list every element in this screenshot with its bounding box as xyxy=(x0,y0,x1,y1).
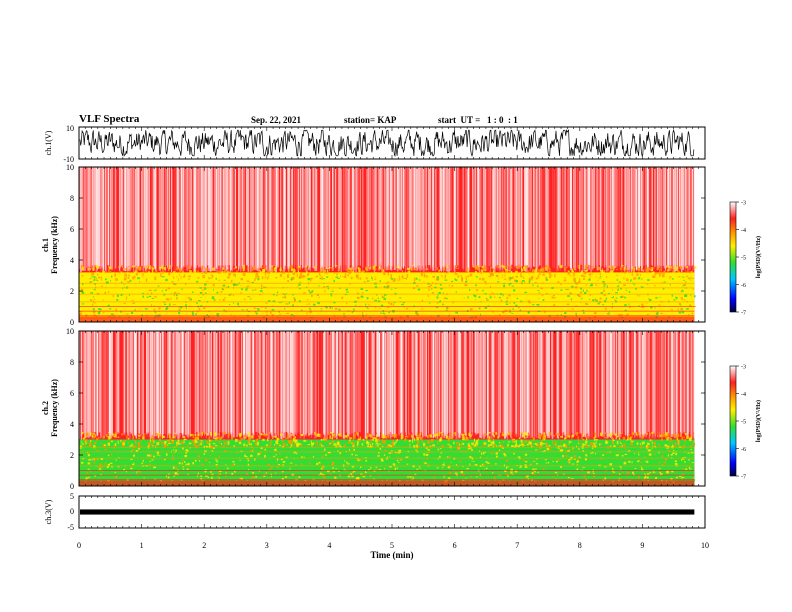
time-tick-label: 8 xyxy=(578,541,582,550)
frequency-tick-label: 10 xyxy=(66,327,74,336)
time-tick-label: 4 xyxy=(327,541,331,550)
ch1-ytick-bottom: -10 xyxy=(63,155,74,164)
ch2-spectrogram-ylabel-channel: ch.2 xyxy=(41,401,50,415)
ch2-spectrogram-image xyxy=(79,331,696,486)
ch1-spectrogram-yticks: 0 2 4 6 8 10 xyxy=(66,163,706,327)
ch2-spectrogram-yticks: 0 2 4 6 8 10 xyxy=(66,327,706,491)
time-tick-label: 6 xyxy=(453,541,457,550)
colorbar-tick-label: -7 xyxy=(741,475,746,481)
colorbar-tick-label: -7 xyxy=(741,311,746,317)
ch2-spectrogram-ylabel-frequency: Frequency (kHz) xyxy=(50,379,59,437)
frequency-tick-label: 6 xyxy=(70,225,74,234)
frequency-tick-label: 4 xyxy=(70,256,74,265)
frequency-tick-label: 0 xyxy=(70,482,74,491)
ch2-spectrogram-panel: 0 2 4 6 8 10 ch.2 Frequency (kHz) xyxy=(41,327,706,491)
ch1-colorbar: -3 -4 -5 -6 -7 log(PSD)(V²/Hz) xyxy=(729,201,762,317)
time-tick-label: 2 xyxy=(202,541,206,550)
ch1-ytick-top: 10 xyxy=(66,124,74,133)
frequency-tick-label: 8 xyxy=(70,358,74,367)
ch1-colorbar-ticks: -3 -4 -5 -6 -7 xyxy=(736,201,746,317)
ch1-spectrogram-ylabel-frequency: Frequency (kHz) xyxy=(50,216,59,274)
frequency-tick-label: 4 xyxy=(70,420,74,429)
frequency-tick-label: 2 xyxy=(70,451,74,460)
time-tick-label: 5 xyxy=(390,541,394,550)
ch3-ytick-middle: 0 xyxy=(70,507,74,516)
frequency-tick-label: 2 xyxy=(70,287,74,296)
ch1-spectrogram-ylabel-channel: ch.1 xyxy=(41,238,50,252)
colorbar-tick-label: -5 xyxy=(741,256,746,262)
start-time-label: start UT = 1 : 0 : 1 xyxy=(438,115,518,125)
colorbar-tick-label: -5 xyxy=(741,420,746,426)
time-tick-label: 1 xyxy=(140,541,144,550)
time-axis-label: Time (min) xyxy=(370,550,413,560)
date-label: Sep. 22, 2021 xyxy=(251,115,302,125)
time-tick-label: 3 xyxy=(265,541,269,550)
colorbar-tick-label: -3 xyxy=(741,365,746,371)
ch1-spectrogram-image xyxy=(79,167,697,322)
ch2-colorbar: -3 -4 -5 -6 -7 log(PSD)(V²/Hz) xyxy=(729,365,762,481)
time-tick-label: 0 xyxy=(77,541,81,550)
ch3-ytick-bottom: -5 xyxy=(67,523,74,532)
station-label: station= KAP xyxy=(344,115,397,125)
time-tick-label: 7 xyxy=(515,541,519,550)
colorbar-tick-label: -6 xyxy=(741,447,746,453)
ch3-waveform-panel: 5 0 -5 ch.3(V) 0 1 2 3 4 5 6 7 8 9 10 Time (min) xyxy=(44,492,709,560)
ch1-waveform-ticks xyxy=(78,127,706,159)
ch3-ytick-top: 5 xyxy=(70,492,74,501)
ch1-waveform-panel: 10 -10 ch.1(V) xyxy=(44,124,706,164)
colorbar-tick-label: -4 xyxy=(741,228,746,234)
ch2-colorbar-label: log(PSD)(V²/Hz) xyxy=(755,400,762,442)
ch2-colorbar-ticks: -3 -4 -5 -6 -7 xyxy=(736,365,746,481)
frequency-tick-label: 0 xyxy=(70,318,74,327)
frequency-tick-label: 8 xyxy=(70,194,74,203)
ch1-spectrogram-panel: 0 2 4 6 8 10 ch.1 Frequency (kHz) xyxy=(41,163,706,327)
time-tick-label: 9 xyxy=(640,541,644,550)
frequency-tick-label: 6 xyxy=(70,389,74,398)
figure-title: VLF Spectra xyxy=(79,113,140,125)
time-axis-tick-labels: 0 1 2 3 4 5 6 7 8 9 10 xyxy=(77,541,709,550)
ch3-waveform-ylabel: ch.3(V) xyxy=(44,499,53,524)
time-tick-label: 10 xyxy=(701,541,709,550)
frequency-tick-label: 10 xyxy=(66,163,74,172)
colorbar-tick-label: -6 xyxy=(741,283,746,289)
colorbar-tick-label: -3 xyxy=(741,201,746,207)
ch1-colorbar-label: log(PSD)(V²/Hz) xyxy=(755,236,762,278)
colorbar-tick-label: -4 xyxy=(741,392,746,398)
ch3-waveform-ticks xyxy=(78,496,706,528)
ch3-waveform-band xyxy=(80,509,695,515)
ch1-waveform-ylabel: ch.1(V) xyxy=(44,130,53,155)
ch1-waveform-line xyxy=(79,128,695,157)
